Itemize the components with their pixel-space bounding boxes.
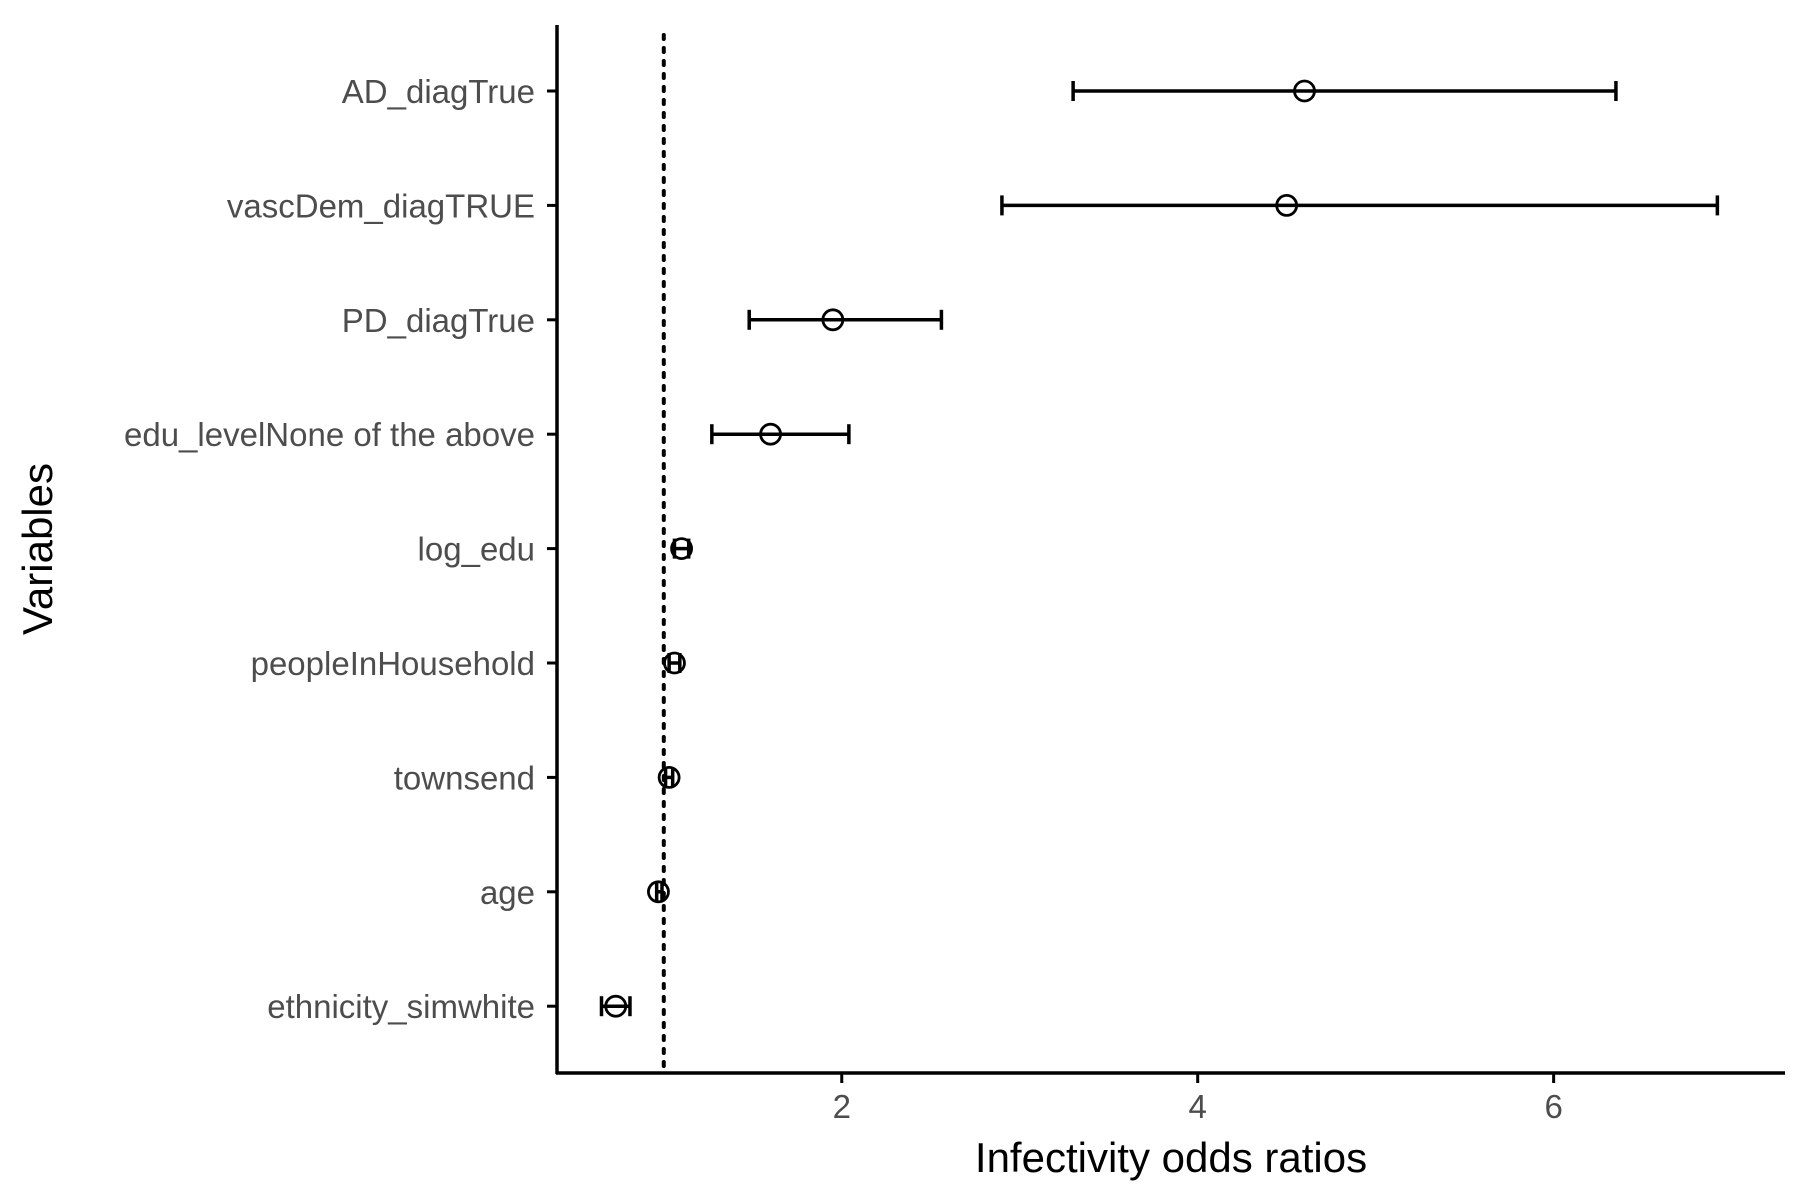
estimate-point <box>663 651 686 675</box>
data-marks <box>599 79 1720 1018</box>
x-axis-title: Infectivity odds ratios <box>975 1134 1367 1181</box>
estimate-point <box>1275 193 1299 217</box>
x-tick-label: 2 <box>833 1088 851 1125</box>
estimate-point <box>821 308 845 332</box>
y-tick-label: ethnicity_simwhite <box>267 988 535 1025</box>
y-tick-label: log_edu <box>418 531 535 568</box>
estimate-point <box>604 994 628 1018</box>
tick-labels: 2 4 6 AD_diagTrue vascDem_diagTRUE PD_diagTru… <box>124 73 1563 1125</box>
y-tick-label: peopleInHousehold <box>251 645 535 682</box>
y-tick-label: edu_levelNone of the above <box>124 416 535 453</box>
estimate-point <box>647 880 670 904</box>
y-tick-label: townsend <box>394 759 535 796</box>
estimate-point <box>759 422 782 446</box>
y-tick-label: vascDem_diagTRUE <box>227 187 535 224</box>
estimate-point <box>670 537 693 560</box>
y-tick-label: AD_diagTrue <box>342 73 535 110</box>
y-tick-label: PD_diagTrue <box>342 302 535 339</box>
estimate-point <box>1293 79 1316 103</box>
y-tick-label: age <box>480 874 535 911</box>
x-tick-label: 4 <box>1189 1088 1207 1125</box>
axes <box>547 25 1785 1083</box>
y-axis-title: Variables <box>14 463 61 635</box>
x-tick-label: 6 <box>1544 1088 1562 1125</box>
estimate-point <box>657 766 681 789</box>
